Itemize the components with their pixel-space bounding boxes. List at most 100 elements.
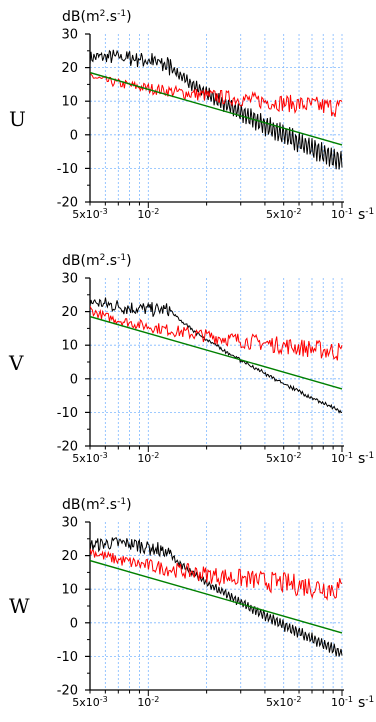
y-unit-part: .s [105,9,117,25]
series-line-2 [90,71,343,146]
series-line-0 [90,49,343,170]
x-tick-base: 5x10 [72,696,100,709]
x-tick-exp: -3 [100,451,108,460]
x-unit-label: s-1 [358,451,374,467]
x-tick-base: 10 [137,696,151,709]
y-tick-label: 30 [61,28,78,43]
x-unit-exp: -1 [365,451,374,461]
x-unit-label: s-1 [358,207,374,223]
x-tick-base: 10 [331,452,345,465]
y-unit-label: dB(m2.s-1) [62,9,132,25]
y-tick-label: -20 [57,684,78,699]
grid [90,34,343,202]
y-tick-label: -20 [57,440,78,455]
y-unit-part: dB(m [62,497,100,513]
y-tick-label: 30 [61,516,78,531]
series-line-1 [90,305,343,361]
x-tick-label: 5x10-3 [72,695,108,709]
y-tick-label: 20 [61,305,78,320]
y-unit-exp: -1 [117,253,126,263]
x-unit-exp: -1 [365,695,374,705]
series-line-1 [90,71,343,117]
grid [90,278,343,446]
x-tick-label: 5x10-2 [266,451,302,465]
row-label-w: W [9,594,30,618]
x-tick-label: 10-2 [137,207,159,221]
row-label-v: V [8,351,24,375]
x-unit: s [358,451,365,467]
x-unit: s [358,207,365,223]
x-tick-exp: -1 [345,207,353,216]
series-line-2 [90,315,343,390]
x-tick-exp: -2 [293,207,301,216]
x-tick-base: 10 [331,208,345,221]
y-tick-label: -10 [57,162,78,177]
x-tick-label: 5x10-2 [266,695,302,709]
x-tick-base: 5x10 [266,452,294,465]
x-tick-label: 10-2 [137,695,159,709]
y-tick-label: 0 [70,616,78,631]
y-unit-label: dB(m2.s-1) [62,497,132,513]
x-tick-exp: -2 [151,207,159,216]
y-unit-label: dB(m2.s-1) [62,253,132,269]
y-tick-label: 10 [61,583,78,598]
y-tick-label: 30 [61,272,78,287]
x-tick-exp: -2 [293,695,301,704]
y-unit-exp: 2 [100,253,106,263]
x-tick-base: 5x10 [72,452,100,465]
y-unit-exp: 2 [100,9,106,19]
x-unit-exp: -1 [365,207,374,217]
row-label-u: U [9,107,26,131]
series-line-0 [90,297,343,414]
y-tick-label: 0 [70,128,78,143]
x-tick-label: 5x10-2 [266,207,302,221]
y-unit-part: ) [126,9,131,25]
x-tick-base: 5x10 [266,208,294,221]
series-line-1 [90,548,343,601]
y-unit-part: .s [105,253,117,269]
x-tick-label: 10-1 [331,451,353,465]
x-tick-label: 10-1 [331,207,353,221]
x-tick-exp: -2 [151,695,159,704]
y-tick-label: 0 [70,372,78,387]
x-tick-exp: -2 [151,451,159,460]
x-tick-base: 10 [331,696,345,709]
y-tick-label: -10 [57,650,78,665]
series-line-2 [90,559,343,634]
x-tick-label: 5x10-3 [72,451,108,465]
x-tick-base: 5x10 [266,696,294,709]
x-tick-base: 10 [137,208,151,221]
x-tick-base: 5x10 [72,208,100,221]
y-unit-part: .s [105,497,117,513]
y-tick-label: -10 [57,406,78,421]
x-unit-label: s-1 [358,695,374,711]
y-unit-part: ) [126,253,131,269]
x-tick-exp: -1 [345,451,353,460]
y-tick-label: -20 [57,196,78,211]
y-tick-label: 10 [61,339,78,354]
x-unit: s [358,695,365,711]
y-tick-label: 20 [61,549,78,564]
x-tick-label: 10-2 [137,451,159,465]
y-unit-exp: -1 [117,9,126,19]
x-tick-exp: -3 [100,695,108,704]
series-line-0 [90,537,343,657]
x-tick-label: 10-1 [331,695,353,709]
x-tick-label: 5x10-3 [72,207,108,221]
y-unit-exp: -1 [117,497,126,507]
y-unit-part: ) [126,497,131,513]
y-tick-label: 20 [61,61,78,76]
grid [90,522,343,690]
x-tick-exp: -3 [100,207,108,216]
y-unit-part: dB(m [62,9,100,25]
y-unit-exp: 2 [100,497,106,507]
x-tick-exp: -2 [293,451,301,460]
y-tick-label: 10 [61,95,78,110]
x-tick-exp: -1 [345,695,353,704]
x-tick-base: 10 [137,452,151,465]
y-unit-part: dB(m [62,253,100,269]
